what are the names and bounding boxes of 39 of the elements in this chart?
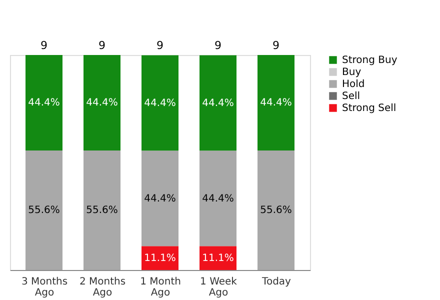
bar xyxy=(258,55,294,150)
data-label: 44.4% xyxy=(202,98,234,109)
bar xyxy=(84,55,120,150)
data-label: 11.1% xyxy=(202,253,234,264)
bar xyxy=(84,150,120,270)
annotation: 9 xyxy=(272,39,280,52)
x-tick-label: 1 Month Ago xyxy=(140,276,181,298)
data-label: 44.4% xyxy=(202,193,234,204)
bar xyxy=(26,150,62,270)
data-label: 44.4% xyxy=(144,98,176,109)
bar xyxy=(200,55,236,151)
data-label: 44.4% xyxy=(86,98,118,109)
x-tick-label: 3 Months Ago xyxy=(21,276,68,298)
annotation: 9 xyxy=(214,39,222,52)
annotation: 9 xyxy=(40,39,48,52)
bar xyxy=(142,55,178,151)
bar xyxy=(200,150,236,246)
bar xyxy=(26,55,62,150)
legend-label: Strong Buy xyxy=(342,55,398,66)
bar xyxy=(258,150,294,270)
data-label: 44.4% xyxy=(28,98,60,109)
legend-label: Strong Sell xyxy=(342,103,396,114)
x-tick-label: 1 Week Ago xyxy=(200,276,238,298)
legend-label: Buy xyxy=(342,67,362,78)
bar xyxy=(142,246,178,270)
annotation: 9 xyxy=(156,39,164,52)
x-tick-label: Today xyxy=(261,276,292,288)
data-label: 55.6% xyxy=(260,205,292,216)
annotation: 9 xyxy=(98,39,106,52)
bar xyxy=(200,246,236,270)
data-label: 44.4% xyxy=(260,98,292,109)
legend-label: Hold xyxy=(342,79,365,90)
bar xyxy=(142,150,178,246)
data-label: 55.6% xyxy=(86,205,118,216)
data-label: 11.1% xyxy=(144,253,176,264)
data-label: 55.6% xyxy=(28,205,60,216)
legend-label: Sell xyxy=(342,91,360,102)
x-tick-label: 2 Months Ago xyxy=(79,276,126,298)
data-label: 44.4% xyxy=(144,193,176,204)
